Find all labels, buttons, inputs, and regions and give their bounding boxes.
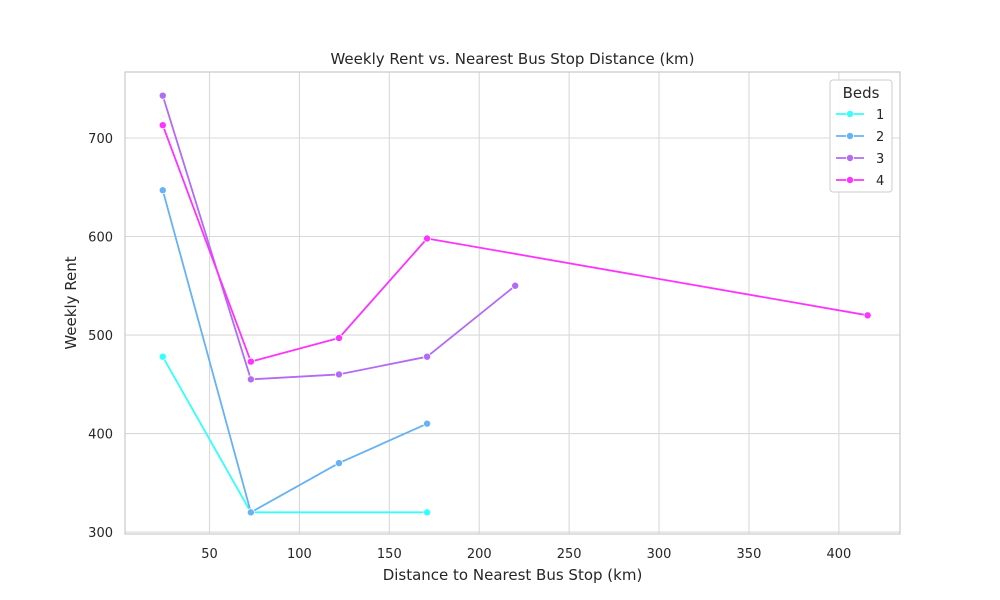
plot-frame bbox=[124, 71, 901, 535]
data-point bbox=[246, 357, 255, 366]
data-point bbox=[334, 333, 343, 342]
legend-label: 4 bbox=[876, 174, 884, 189]
data-point bbox=[334, 459, 343, 468]
legend: Beds 1 2 3 4 bbox=[829, 79, 893, 193]
x-tick-label: 50 bbox=[201, 547, 218, 562]
legend-swatch-marker bbox=[846, 131, 855, 140]
legend-title: Beds bbox=[843, 84, 880, 102]
data-point bbox=[158, 352, 167, 361]
data-point bbox=[158, 91, 167, 100]
legend-swatch-marker bbox=[846, 110, 855, 119]
chart-title: Weekly Rent vs. Nearest Bus Stop Distanc… bbox=[330, 50, 694, 68]
x-tick-label: 200 bbox=[467, 547, 492, 562]
data-point bbox=[158, 186, 167, 195]
y-tick-label: 300 bbox=[88, 526, 113, 541]
x-tick-label: 350 bbox=[737, 547, 762, 562]
series-line bbox=[161, 124, 869, 363]
x-tick-label: 100 bbox=[287, 547, 312, 562]
y-tick-label: 700 bbox=[88, 132, 113, 147]
legend-label: 3 bbox=[876, 152, 884, 167]
data-point bbox=[423, 234, 432, 243]
y-tick-label: 400 bbox=[88, 428, 113, 443]
data-point bbox=[246, 375, 255, 384]
x-axis-label: Distance to Nearest Bus Stop (km) bbox=[383, 566, 643, 584]
y-axis-label: Weekly Rent bbox=[62, 256, 80, 349]
series-4 bbox=[158, 121, 872, 366]
x-tick-label: 250 bbox=[557, 547, 582, 562]
legend-item: 2 bbox=[836, 130, 884, 145]
legend-items: 1 2 3 4 bbox=[836, 108, 884, 189]
legend-label: 1 bbox=[876, 108, 884, 123]
series-layer bbox=[158, 91, 872, 517]
series-line bbox=[161, 189, 428, 514]
y-tick-label: 500 bbox=[88, 329, 113, 344]
series-2 bbox=[158, 186, 432, 517]
legend-item: 1 bbox=[836, 108, 884, 123]
x-tick-label: 150 bbox=[377, 547, 402, 562]
data-point bbox=[863, 311, 872, 320]
y-tick-label: 600 bbox=[88, 231, 113, 246]
legend-swatch-marker bbox=[846, 153, 855, 162]
data-point bbox=[423, 508, 432, 517]
x-tick-label: 400 bbox=[826, 547, 851, 562]
data-point bbox=[158, 121, 167, 130]
legend-item: 4 bbox=[836, 174, 884, 189]
series-line bbox=[161, 355, 428, 514]
tick-labels: 50 100 150 200 250 300 350 400 300 400 500 600 700 bbox=[88, 132, 851, 562]
x-tick-label: 300 bbox=[647, 547, 672, 562]
data-point bbox=[246, 508, 255, 517]
legend-swatch-marker bbox=[846, 175, 855, 184]
legend-label: 2 bbox=[876, 130, 884, 145]
legend-item: 3 bbox=[836, 152, 884, 167]
data-point bbox=[423, 419, 432, 428]
data-point bbox=[334, 370, 343, 379]
grid bbox=[125, 72, 900, 534]
data-point bbox=[511, 281, 520, 290]
data-point bbox=[423, 352, 432, 361]
